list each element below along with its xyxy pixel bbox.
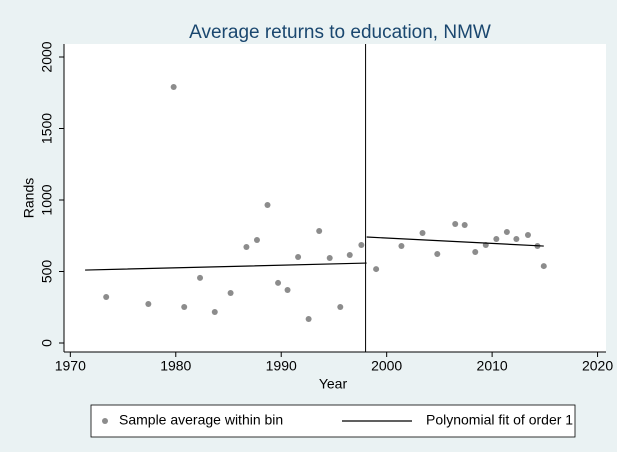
point xyxy=(197,274,204,281)
plot-area xyxy=(64,44,606,352)
point xyxy=(540,263,547,270)
point xyxy=(211,308,218,315)
point xyxy=(145,300,152,307)
point xyxy=(275,279,282,286)
x-tick-label: 2010 xyxy=(477,358,508,374)
fit-line xyxy=(85,236,544,271)
chart-title: Average returns to education, NMW xyxy=(189,22,491,43)
point xyxy=(264,202,271,209)
legend xyxy=(90,404,576,438)
point xyxy=(326,255,333,262)
x-tick-label: 2000 xyxy=(371,358,402,374)
x-axis-label: Year xyxy=(319,376,348,392)
point xyxy=(493,236,500,243)
point xyxy=(170,84,177,91)
x-tick-label: 1970 xyxy=(55,358,86,374)
point xyxy=(524,232,531,239)
point xyxy=(337,303,344,310)
point xyxy=(243,244,250,251)
y-tick-label: 1500 xyxy=(39,113,55,144)
point xyxy=(346,252,353,259)
x-tick-label: 2020 xyxy=(582,358,613,374)
point xyxy=(398,243,405,250)
point xyxy=(181,303,188,310)
y-axis-label: Rands xyxy=(21,178,37,218)
point xyxy=(472,249,479,256)
point xyxy=(305,315,312,322)
x-tick-label: 1990 xyxy=(266,358,297,374)
y-tick-label: 1000 xyxy=(39,184,55,215)
legend-label: Polynomial fit of order 1 xyxy=(426,412,573,428)
point xyxy=(373,266,380,273)
legend-marker xyxy=(102,418,108,424)
point xyxy=(419,230,426,237)
point xyxy=(284,286,291,293)
point xyxy=(513,236,520,243)
point xyxy=(253,237,260,244)
y-tick-label: 0 xyxy=(39,339,55,347)
point xyxy=(358,242,365,249)
point xyxy=(452,221,459,228)
x-tick-label: 1980 xyxy=(160,358,191,374)
y-tick-label: 2000 xyxy=(39,41,55,72)
y-tick-label: 500 xyxy=(39,260,55,284)
point xyxy=(503,229,510,236)
point xyxy=(434,251,441,258)
point xyxy=(461,222,468,229)
point xyxy=(227,289,234,296)
point xyxy=(295,254,302,261)
point xyxy=(103,293,110,300)
point xyxy=(316,228,323,235)
legend-label: Sample average within bin xyxy=(119,412,283,428)
